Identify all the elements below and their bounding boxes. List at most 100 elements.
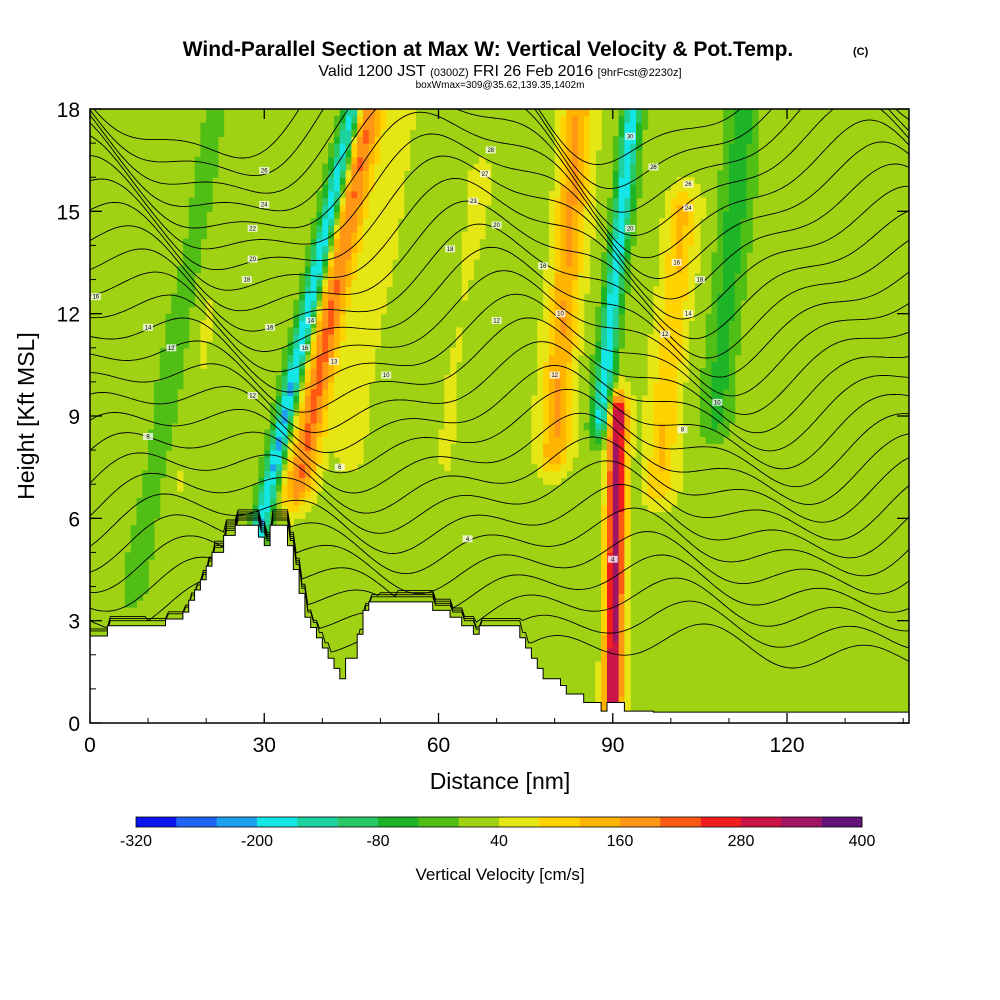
velocity-cell [746,115,753,124]
velocity-cell [380,197,387,206]
velocity-cell [148,552,155,560]
contour-label-box [334,463,345,471]
velocity-cell [612,538,620,547]
velocity-cell [339,252,347,260]
velocity-cell [380,306,387,315]
velocity-cell [589,388,596,397]
velocity-cell [345,156,352,165]
velocity-cell [566,184,573,192]
velocity-cell [363,320,370,328]
velocity-cell [665,381,672,390]
velocity-cell [368,354,376,362]
velocity-cell [665,368,672,376]
velocity-cell [275,456,283,465]
velocity-cell [682,368,689,376]
velocity-cell [368,313,376,322]
velocity-cell [624,702,631,710]
velocity-cell [630,197,637,206]
velocity-cell [363,347,370,356]
velocity-cell [572,341,579,349]
velocity-cell [293,368,300,376]
velocity-cell [397,197,405,206]
velocity-cell [363,115,370,124]
velocity-cell [711,293,718,301]
velocity-cell [142,545,149,553]
velocity-cell [328,334,335,342]
velocity-cell [572,443,579,451]
velocity-cell [653,388,660,397]
velocity-cell [566,170,573,178]
velocity-cell [124,600,132,608]
velocity-cell [560,354,567,362]
velocity-cell [659,443,666,451]
velocity-cell [630,218,637,226]
velocity-cell [618,456,625,465]
velocity-cell [339,293,347,301]
velocity-cell [148,518,155,526]
velocity-cell [717,272,724,281]
velocity-cell [641,115,649,124]
velocity-cell [752,129,759,137]
velocity-cell [618,109,625,117]
velocity-cell [711,368,718,376]
velocity-cell [659,320,666,328]
velocity-cell [618,334,625,342]
velocity-cell [182,300,190,308]
velocity-cell [148,497,155,506]
velocity-cell [676,443,684,451]
velocity-cell [171,334,178,342]
contour-label: 14 [685,312,692,318]
velocity-cell [699,197,707,206]
velocity-cell [694,265,701,274]
velocity-cell [386,225,393,233]
velocity-cell [537,422,544,431]
velocity-cell [728,306,736,315]
velocity-cell [485,190,492,199]
velocity-cell [548,211,556,219]
velocity-cell [171,293,178,301]
velocity-cell [612,641,620,649]
velocity-cell [264,518,271,526]
velocity-cell [554,129,562,137]
velocity-cell [717,177,724,185]
velocity-cell [630,409,637,417]
velocity-cell [659,402,666,410]
velocity-cell [607,306,614,315]
velocity-cell [281,409,289,417]
velocity-cell [572,197,579,206]
theta-contour-line [90,365,909,470]
velocity-cell [560,109,567,117]
velocity-cell [339,115,347,124]
velocity-cell [357,122,364,130]
velocity-cell [607,654,614,663]
velocity-cell [641,109,649,117]
velocity-cell [595,122,602,130]
velocity-cell [670,306,678,315]
velocity-cell [374,156,381,165]
velocity-cell [670,429,678,437]
velocity-cell [659,395,666,403]
velocity-cell [148,484,155,492]
velocity-cell [310,436,318,444]
velocity-cell [165,327,172,335]
velocity-cell [397,122,405,130]
velocity-cell [334,170,341,178]
velocity-cell [397,156,405,165]
velocity-cell [368,163,376,171]
velocity-cell [322,416,329,424]
velocity-cell [310,470,318,478]
velocity-cell [665,265,672,274]
velocity-cell [153,477,161,485]
velocity-cell [310,422,318,431]
velocity-cell [531,443,538,451]
velocity-cell [676,395,684,403]
velocity-cell [618,484,625,492]
velocity-cell [601,347,608,356]
velocity-cell [543,361,550,369]
velocity-cell [566,149,573,158]
velocity-cell [612,463,620,472]
velocity-cell [281,361,289,369]
velocity-cell [368,327,376,335]
velocity-cell [270,504,277,513]
velocity-cell [659,286,666,294]
